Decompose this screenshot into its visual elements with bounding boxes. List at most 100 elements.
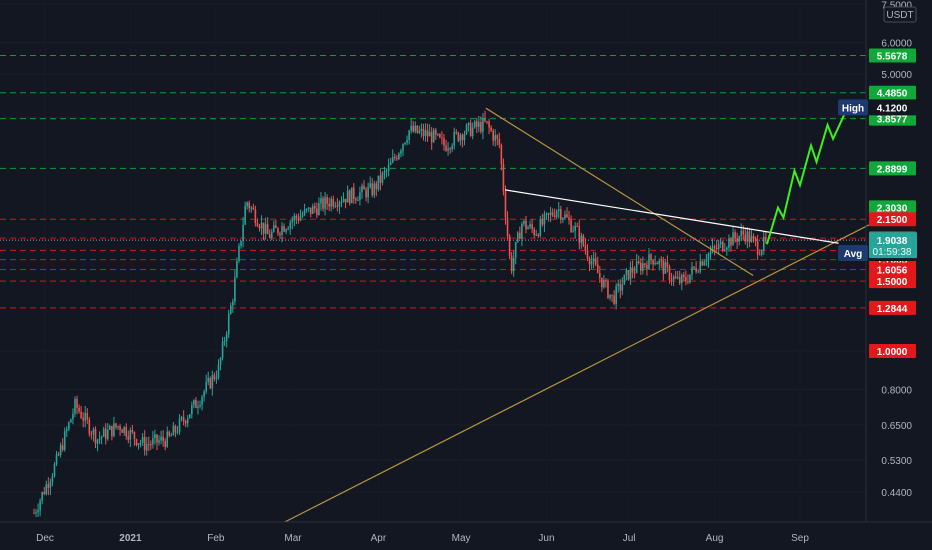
candle-body <box>404 142 406 145</box>
candle-body <box>84 413 87 421</box>
candle-body <box>760 250 763 255</box>
candle-body <box>717 244 720 250</box>
candle-body <box>486 121 488 123</box>
price-label[interactable]: 2.8899 <box>869 161 916 176</box>
candle-body <box>188 414 191 419</box>
candle-body <box>264 224 267 234</box>
time-axis[interactable]: Dec 2021 Feb Mar Apr May Jun Jul Aug Sep <box>0 521 932 544</box>
candle-body <box>734 232 736 239</box>
candle-body <box>492 130 494 141</box>
candle-body <box>320 198 322 204</box>
candle-body <box>537 234 540 236</box>
candle-body <box>560 209 562 220</box>
price-label-bg <box>869 274 916 289</box>
price-label-bg <box>869 85 916 100</box>
currency-badge[interactable]: USDT <box>883 6 917 23</box>
countdown-text: 01:59:38 <box>873 247 912 258</box>
price-label-bg <box>869 200 916 215</box>
candle-body <box>709 251 712 255</box>
time-tick-label: 2021 <box>119 533 142 544</box>
candle-body <box>176 431 179 433</box>
candle-body <box>736 238 738 242</box>
candle-body <box>123 426 125 433</box>
time-tick-label: Mar <box>284 533 302 544</box>
candle-body <box>664 262 667 274</box>
candle-body <box>705 260 708 262</box>
candle-body <box>426 130 429 137</box>
candle-body <box>510 255 513 272</box>
price-label[interactable]: 5.5678 <box>869 48 916 63</box>
candle-body <box>244 205 246 225</box>
price-label[interactable]: 1.5000 <box>869 274 916 289</box>
price-label[interactable]: 2.3030 <box>869 200 916 215</box>
candle-body <box>566 214 568 218</box>
candle-body <box>525 220 527 230</box>
candle-body <box>150 444 152 446</box>
candle-body <box>162 436 164 442</box>
candle-body <box>412 125 415 132</box>
candle-body <box>482 117 484 132</box>
candle-body <box>703 261 706 266</box>
candle-body <box>514 241 517 258</box>
candle-body <box>523 220 525 224</box>
candle-body <box>654 262 656 265</box>
candle-body <box>512 257 515 272</box>
candle-body <box>383 171 386 174</box>
candle-body <box>637 261 640 263</box>
price-tick-label: 6.0000 <box>881 39 912 50</box>
candle-body <box>674 276 677 279</box>
candle-body <box>191 405 193 415</box>
time-tick-label: Sep <box>791 533 809 544</box>
candle-body <box>283 226 285 232</box>
price-label[interactable]: 1.0000 <box>869 343 916 358</box>
candle-body <box>535 234 538 236</box>
candle-body <box>375 183 378 190</box>
candle-body <box>467 122 470 126</box>
price-tick-label: 0.4400 <box>881 488 912 499</box>
candle-body <box>63 431 66 450</box>
marker-high[interactable]: High 4.1200 <box>838 99 916 116</box>
marker-tag-text: Avg <box>844 249 863 260</box>
price-label[interactable]: 2.1500 <box>869 212 916 227</box>
time-tick-label: Aug <box>706 533 724 544</box>
candle-body <box>129 429 132 440</box>
time-tick-label: Apr <box>371 533 387 544</box>
candle-body <box>488 121 490 128</box>
candle-body <box>121 429 123 433</box>
price-label[interactable]: 1.2844 <box>869 300 916 315</box>
candle-body <box>61 445 64 450</box>
candle-body <box>367 187 369 198</box>
marker-label-bg <box>869 99 916 116</box>
candle-body <box>51 476 54 482</box>
price-axis[interactable]: 7.50006.00005.00003.88991.00000.80000.65… <box>838 0 917 522</box>
price-label[interactable]: 4.4850 <box>869 85 916 100</box>
candle-body <box>658 260 661 265</box>
candle-body <box>365 189 367 198</box>
candle-body <box>137 443 140 446</box>
candle-body <box>268 234 271 238</box>
candle-body <box>473 121 476 128</box>
candle-body <box>307 207 310 210</box>
candle-body <box>490 127 492 131</box>
candle-body <box>432 130 435 143</box>
candle-body <box>742 230 745 235</box>
candle-body <box>174 425 177 433</box>
candle-body <box>336 205 339 207</box>
candle-body <box>348 190 351 204</box>
price-label-text: 1.6056 <box>877 265 908 276</box>
trendlines <box>284 107 870 523</box>
candle-body <box>701 261 704 266</box>
candle-body <box>494 135 497 141</box>
candle-body <box>215 377 218 379</box>
candle-body <box>86 413 89 420</box>
candle-body <box>381 173 384 183</box>
candle-body <box>338 202 341 207</box>
candle-body <box>330 199 333 207</box>
candle-body <box>172 425 175 436</box>
candle-body <box>437 134 439 136</box>
candle-body <box>39 500 41 511</box>
price-label[interactable]: 1.6056 <box>869 262 916 277</box>
candle-body <box>441 137 443 139</box>
